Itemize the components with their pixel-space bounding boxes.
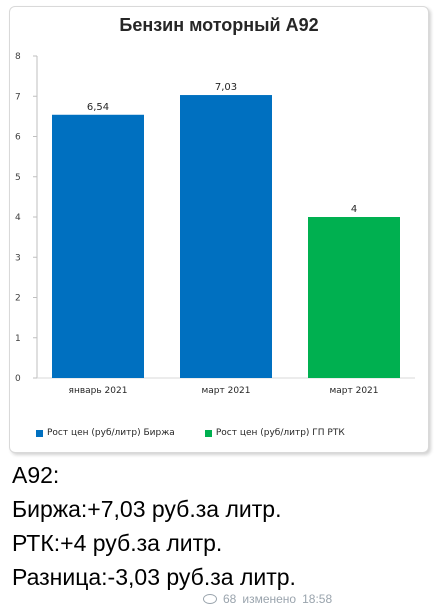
bar-chart: 0 1 2 3 4 5 6 7 8 6,54 январь 2021 7,03 март 2021 4 ма… <box>15 52 415 396</box>
bar <box>308 217 400 378</box>
legend-swatch-rtk <box>204 429 212 437</box>
edited-label: изменено <box>242 592 297 606</box>
message-text: А92: Биржа:+7,03 руб.за литр. РТК:+4 руб… <box>12 458 429 594</box>
x-tick-label: март 2021 <box>329 386 378 396</box>
data-label: 4 <box>351 204 357 215</box>
legend-label-birzha: Рост цен (руб/литр) Биржа <box>47 428 175 438</box>
data-label: 6,54 <box>87 102 109 113</box>
y-tick-label: 3 <box>15 253 21 263</box>
chart-card: Бензин моторный А92 0 1 2 3 4 5 6 7 8 6,54 январь … <box>9 6 429 453</box>
x-tick-label: март 2021 <box>201 386 250 396</box>
chart-legend: Рост цен (руб/литр) Биржа Рост цен (руб/… <box>36 428 345 438</box>
y-tick-label: 7 <box>15 92 21 102</box>
message-line: РТК:+4 руб.за литр. <box>12 530 223 556</box>
legend-item-birzha: Рост цен (руб/литр) Биржа <box>36 428 175 438</box>
y-tick-label: 2 <box>15 294 21 304</box>
view-count: 68 <box>223 592 237 606</box>
chart-title: Бензин моторный А92 <box>119 15 319 35</box>
x-tick-label: январь 2021 <box>69 386 128 396</box>
bar <box>52 114 144 378</box>
y-tick-label: 8 <box>15 52 21 62</box>
legend-swatch-birzha <box>36 429 43 437</box>
message-line: А92: <box>12 462 60 488</box>
message-line: Биржа:+7,03 руб.за литр. <box>12 496 282 522</box>
legend-label-rtk: Рост цен (руб/литр) ГП РТК <box>215 428 345 438</box>
data-label: 7,03 <box>215 82 237 93</box>
y-tick-label: 6 <box>15 133 21 143</box>
eye-icon <box>203 594 217 604</box>
message-time: 18:58 <box>302 592 333 606</box>
legend-item-rtk: Рост цен (руб/литр) ГП РТК <box>204 428 345 438</box>
message-line: Разница:-3,03 руб.за литр. <box>12 564 296 590</box>
y-tick-label: 0 <box>15 374 21 384</box>
bar <box>180 95 272 378</box>
y-tick-label: 4 <box>15 213 21 223</box>
y-tick-label: 1 <box>15 334 21 344</box>
y-tick-label: 5 <box>15 173 21 183</box>
